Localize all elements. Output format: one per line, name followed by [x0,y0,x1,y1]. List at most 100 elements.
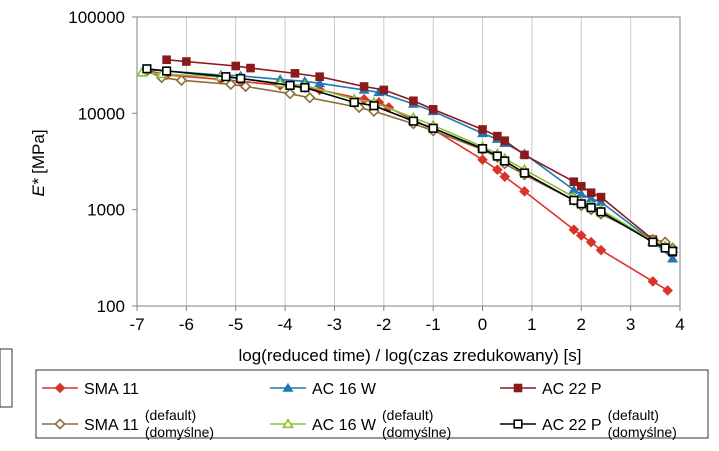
data-point [231,61,241,71]
data-point [569,195,579,205]
legend-marker [281,418,295,429]
series-1 [141,64,673,296]
data-point [519,168,530,178]
data-point [409,96,418,106]
data-point [478,125,487,134]
legend-marker [513,419,523,429]
legend-label: AC 22 P [542,381,602,398]
data-point [358,93,370,105]
x-tick-label: -2 [376,315,391,334]
data-point [585,236,597,248]
legend-annotation-top: (default) [608,407,659,423]
data-point [568,224,580,235]
data-point [647,276,659,287]
data-point [648,237,658,247]
data-point [576,181,586,191]
data-point [492,151,502,161]
legend-label: AC 16 W [312,417,377,434]
series-6 [142,64,678,256]
legend-annotation-bottom: (domyślne) [608,424,677,440]
x-tick-label: 2 [577,315,586,334]
data-point [300,82,310,93]
data-point [314,78,326,88]
legend-marker [54,418,66,430]
data-point [162,55,171,65]
data-point [586,203,596,213]
data-point [142,64,152,74]
data-point [519,186,530,197]
data-point [369,101,379,111]
legend-marker [282,382,294,392]
data-point [304,92,316,104]
x-tick-label: 0 [478,315,487,334]
x-tick-label: -6 [179,315,194,334]
legend-label: AC 22 P [542,417,602,434]
legend-entry: AC 22 P (default)(domyślne) [500,407,677,440]
plot-area [132,16,681,311]
legend-label: SMA 11 [84,417,139,434]
data-point [315,72,324,82]
data-point [182,57,191,66]
series-4 [141,65,679,254]
data-point [499,171,511,182]
data-point [379,85,389,95]
series-layer [135,55,679,296]
series-line [146,67,673,252]
data-point [477,144,488,154]
x-tick-label: -7 [129,315,144,334]
data-point [576,199,586,209]
side-box [0,348,13,408]
legend-annotation-top: (default) [145,407,196,423]
legend-annotation-bottom: (domyślne) [382,424,451,440]
x-axis-label: log(reduced time) / log(czas zredukowany… [239,346,582,365]
series-line [146,69,669,292]
data-point [428,105,438,114]
data-point [359,82,369,91]
data-point [492,164,503,175]
data-point [284,87,296,100]
data-point [428,123,438,133]
x-tick-label: 4 [675,315,684,334]
plot-border [136,16,681,307]
data-point [596,192,606,202]
data-point [225,78,237,91]
legend-box [35,369,709,439]
data-point [175,74,188,87]
series-5 [135,66,679,254]
data-point [285,80,295,90]
grid-lines [185,17,632,306]
series-line [146,70,674,249]
data-point [500,136,510,145]
legend-annotation-top: (default) [382,407,433,423]
data-point [596,207,606,217]
data-point [575,230,587,241]
data-point [349,97,359,107]
y-axis-label-symbol: E* [29,177,48,196]
legend-label: AC 16 W [312,381,377,398]
data-point [667,246,678,256]
y-tick-label: 100 [97,297,125,316]
data-point [662,285,673,296]
data-point [246,63,255,73]
x-tick-label: -1 [426,315,441,334]
y-axis-label: E* [MPa] [29,129,48,196]
data-point [493,131,502,141]
x-tick-label: 3 [626,315,635,334]
legend-label: SMA 11 [84,381,139,398]
data-point [586,188,596,198]
legend-marker [513,383,523,393]
y-axis-label-unit: [MPa] [29,129,48,178]
x-tick-label: -5 [228,315,243,334]
data-point [162,66,172,76]
data-point [569,177,579,187]
data-point [408,116,419,126]
legend-entry: AC 16 W (default)(domyślne) [270,407,451,440]
data-point [290,69,300,78]
x-tick-label: -4 [278,315,293,334]
legend-entry: SMA 11 [42,381,139,398]
data-point [477,154,488,166]
legend-annotation-bottom: (domyślne) [145,424,214,440]
legend-entry: SMA 11 (default)(domyślne) [42,407,214,440]
